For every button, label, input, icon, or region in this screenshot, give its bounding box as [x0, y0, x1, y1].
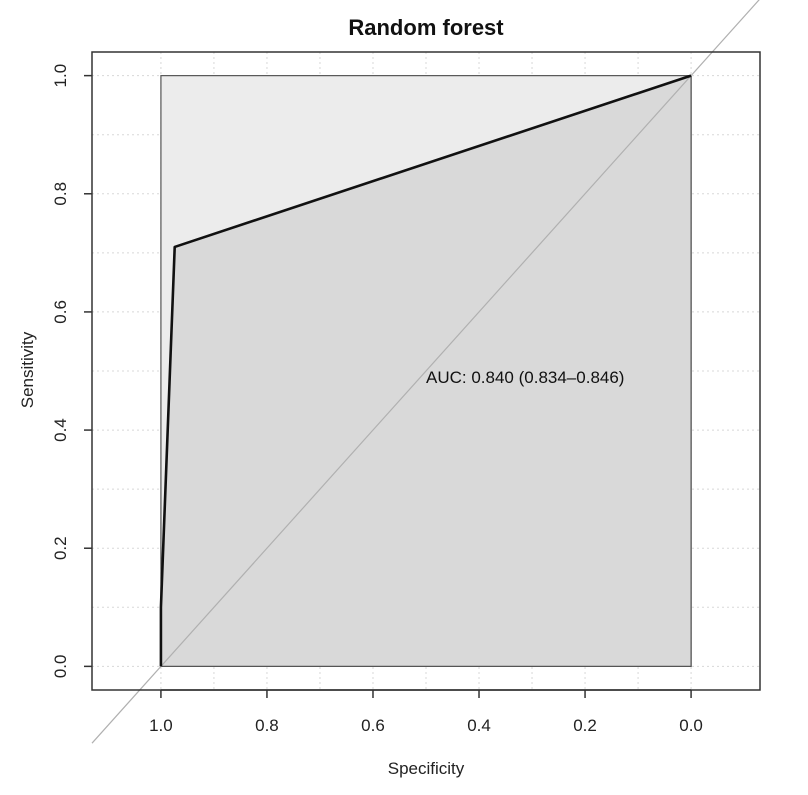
- chance-diagonal: [91, 0, 760, 744]
- y-axis: 0.0 0.2 0.4 0.6 0.8 1.0: [51, 64, 92, 678]
- x-tick-label: 0.6: [361, 716, 385, 735]
- auc-annotation: AUC: 0.840 (0.834–0.846): [426, 368, 624, 387]
- y-tick-label: 0.8: [51, 182, 70, 206]
- x-axis: 1.0 0.8 0.6 0.4 0.2 0.0: [149, 689, 703, 735]
- y-tick-label: 0.0: [51, 655, 70, 679]
- y-tick-label: 0.6: [51, 300, 70, 324]
- chart-title: Random forest: [348, 15, 504, 40]
- x-tick-label: 0.8: [255, 716, 279, 735]
- roc-curve-line: [159, 74, 692, 667]
- y-tick-label: 0.4: [51, 418, 70, 442]
- x-axis-label: Specificity: [388, 759, 465, 778]
- y-tick-label: 0.2: [51, 536, 70, 560]
- diagonal-line: [91, 0, 760, 744]
- x-tick-label: 0.2: [573, 716, 597, 735]
- y-tick-label: 1.0: [51, 64, 70, 88]
- x-tick-label: 0.4: [467, 716, 491, 735]
- roc-curve: [159, 74, 692, 667]
- x-tick-label: 0.0: [679, 716, 703, 735]
- x-tick-label: 1.0: [149, 716, 173, 735]
- y-axis-label: Sensitivity: [18, 331, 37, 408]
